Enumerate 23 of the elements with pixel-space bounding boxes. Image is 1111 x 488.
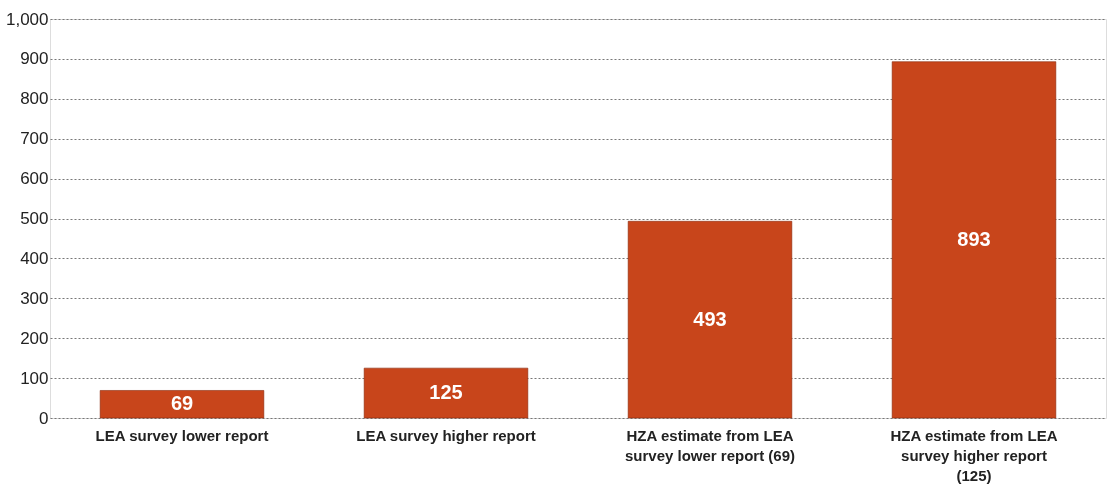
x-tick-label: HZA estimate from LEA survey higher report (125): [890, 426, 1058, 484]
y-tick-label: 400: [20, 248, 49, 268]
y-tick-label: 0: [39, 408, 49, 428]
data-label: 493: [693, 307, 727, 330]
y-tick-label: 200: [20, 328, 49, 348]
data-label: 69: [170, 392, 194, 415]
data-label: 125: [429, 381, 463, 404]
y-tick-label: 700: [20, 129, 49, 149]
y-tick-label: 300: [20, 288, 49, 308]
x-tick-label: LEA survey lower report: [95, 426, 269, 444]
y-tick-label: 600: [20, 169, 49, 189]
bar: [99, 390, 265, 419]
y-tick-label: 1,000: [5, 9, 49, 29]
y-tick-label: 800: [20, 89, 49, 109]
y-tick-label: 900: [20, 49, 49, 69]
bar: [627, 220, 793, 419]
bar: [363, 367, 529, 419]
bar: [891, 61, 1057, 419]
x-tick-label: HZA estimate from LEA survey lower report (69): [624, 426, 796, 464]
data-label: 893: [957, 227, 991, 250]
x-tick-label: LEA survey higher report: [356, 426, 536, 444]
y-tick-label: 500: [20, 209, 49, 228]
y-tick-label: 100: [20, 368, 49, 388]
